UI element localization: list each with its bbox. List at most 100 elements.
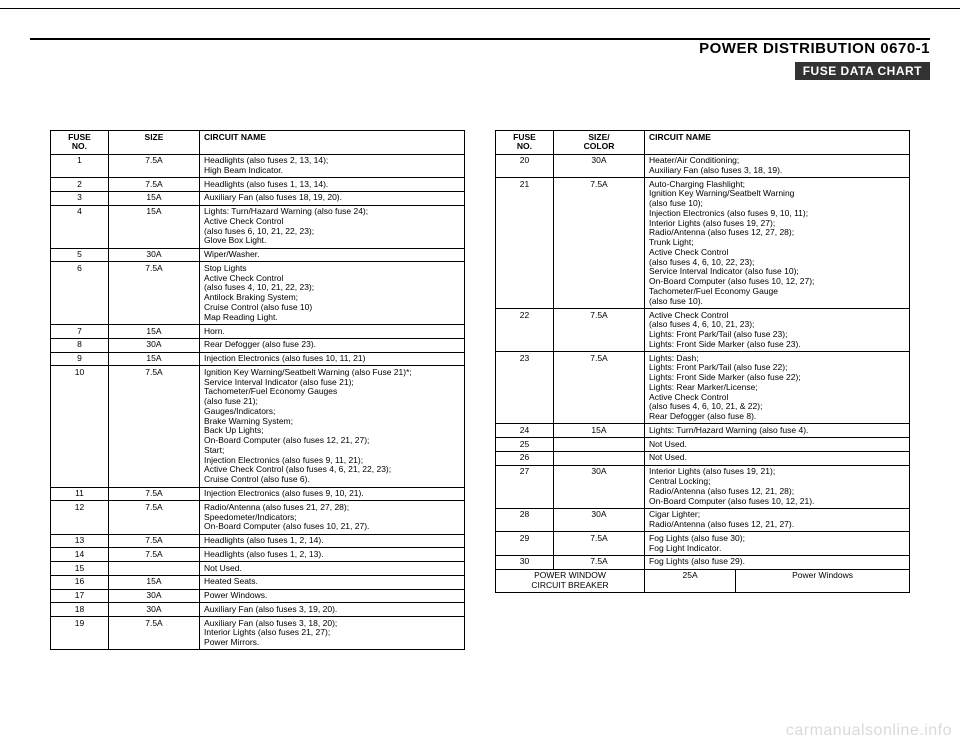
- fuse-size: 30A: [553, 508, 644, 532]
- table-row: 15 Not Used.: [51, 562, 465, 576]
- fuse-size: 30A: [553, 154, 644, 178]
- fuse-size: [553, 451, 644, 465]
- table-row: 315AAuxiliary Fan (also fuses 18, 19, 20…: [51, 191, 465, 205]
- table-row: 1615AHeated Seats.: [51, 575, 465, 589]
- fuse-size: 30A: [108, 589, 199, 603]
- circuit-name: Heated Seats.: [200, 575, 465, 589]
- fuse-size: 30A: [553, 465, 644, 508]
- fuse-no: 28: [496, 508, 554, 532]
- fuse-size: 7.5A: [553, 352, 644, 424]
- circuit-name: Headlights (also fuses 1, 13, 14).: [200, 178, 465, 192]
- fuse-no: 13: [51, 534, 109, 548]
- fuse-size: 30A: [108, 338, 199, 352]
- table-row: 137.5AHeadlights (also fuses 1, 2, 14).: [51, 534, 465, 548]
- fuse-table-left: FUSENO. SIZE CIRCUIT NAME 17.5AHeadlight…: [50, 130, 465, 650]
- circuit-name: Headlights (also fuses 1, 2, 14).: [200, 534, 465, 548]
- fuse-no: 3: [51, 191, 109, 205]
- fuse-size: [553, 438, 644, 452]
- fuse-size: 7.5A: [108, 617, 199, 650]
- circuit-name: Lights: Dash;Lights: Front Park/Tail (al…: [645, 352, 910, 424]
- circuit-name: Cigar Lighter;Radio/Antenna (also fuses …: [645, 508, 910, 532]
- table-row: 127.5ARadio/Antenna (also fuses 21, 27, …: [51, 501, 465, 534]
- fuse-no: 11: [51, 487, 109, 501]
- left-column: FUSENO. SIZE CIRCUIT NAME 17.5AHeadlight…: [50, 130, 465, 650]
- circuit-name: Auto-Charging Flashlight;Ignition Key Wa…: [645, 178, 910, 309]
- table-row: 1830AAuxiliary Fan (also fuses 3, 19, 20…: [51, 603, 465, 617]
- circuit-name: Injection Electronics (also fuses 10, 11…: [200, 352, 465, 366]
- circuit-name: Fog Lights (also fuse 30);Fog Light Indi…: [645, 532, 910, 556]
- table-row: 2730AInterior Lights (also fuses 19, 21)…: [496, 465, 910, 508]
- fuse-size: 15A: [108, 191, 199, 205]
- watermark: carmanualsonline.info: [786, 722, 952, 740]
- table-row: 26 Not Used.: [496, 451, 910, 465]
- table-row: 107.5AIgnition Key Warning/Seatbelt Warn…: [51, 366, 465, 487]
- circuit-name: Rear Defogger (also fuse 23).: [200, 338, 465, 352]
- fuse-size: 7.5A: [108, 366, 199, 487]
- circuit-name: Power Windows.: [200, 589, 465, 603]
- fuse-no: 27: [496, 465, 554, 508]
- circuit-name: Heater/Air Conditioning;Auxiliary Fan (a…: [645, 154, 910, 178]
- fuse-no: 29: [496, 532, 554, 556]
- tables-container: FUSENO. SIZE CIRCUIT NAME 17.5AHeadlight…: [50, 130, 910, 650]
- fuse-size: 15A: [553, 424, 644, 438]
- fuse-size: 15A: [108, 575, 199, 589]
- fuse-no: 6: [51, 262, 109, 325]
- table-row: 915AInjection Electronics (also fuses 10…: [51, 352, 465, 366]
- circuit-name: Auxiliary Fan (also fuses 3, 19, 20).: [200, 603, 465, 617]
- power-window-table: POWER WINDOWCIRCUIT BREAKER 25A Power Wi…: [495, 569, 910, 594]
- table-row: 297.5AFog Lights (also fuse 30);Fog Ligh…: [496, 532, 910, 556]
- table-row: 830ARear Defogger (also fuse 23).: [51, 338, 465, 352]
- fuse-size: 30A: [108, 603, 199, 617]
- table-row: 2415ALights: Turn/Hazard Warning (also f…: [496, 424, 910, 438]
- fuse-size: 7.5A: [553, 555, 644, 569]
- table-row: 715AHorn.: [51, 325, 465, 339]
- circuit-name: Active Check Control (also fuses 4, 6, 1…: [645, 309, 910, 352]
- circuit-name: Headlights (also fuses 1, 2, 13).: [200, 548, 465, 562]
- fuse-size: 7.5A: [108, 534, 199, 548]
- fuse-no: 25: [496, 438, 554, 452]
- col-header-circuit-name: CIRCUIT NAME: [200, 131, 465, 155]
- circuit-name: Radio/Antenna (also fuses 21, 27, 28);Sp…: [200, 501, 465, 534]
- col-header-fuse-no: FUSENO.: [496, 131, 554, 155]
- circuit-name: Injection Electronics (also fuses 9, 10,…: [200, 487, 465, 501]
- circuit-name: Fog Lights (also fuse 29).: [645, 555, 910, 569]
- table-row: 117.5AInjection Electronics (also fuses …: [51, 487, 465, 501]
- fuse-size: 7.5A: [108, 548, 199, 562]
- power-window-name: Power Windows: [736, 569, 910, 593]
- table-row: 307.5AFog Lights (also fuse 29).: [496, 555, 910, 569]
- fuse-no: 8: [51, 338, 109, 352]
- fuse-no: 10: [51, 366, 109, 487]
- col-header-circuit-name: CIRCUIT NAME: [645, 131, 910, 155]
- col-header-fuse-no: FUSENO.: [51, 131, 109, 155]
- fuse-no: 17: [51, 589, 109, 603]
- fuse-size: 7.5A: [553, 309, 644, 352]
- page-top-rule: [0, 8, 960, 9]
- fuse-no: 16: [51, 575, 109, 589]
- fuse-no: 19: [51, 617, 109, 650]
- table-row: 2830ACigar Lighter;Radio/Antenna (also f…: [496, 508, 910, 532]
- table-row: 217.5AAuto-Charging Flashlight;Ignition …: [496, 178, 910, 309]
- fuse-no: 7: [51, 325, 109, 339]
- fuse-no: 18: [51, 603, 109, 617]
- circuit-name: Not Used.: [645, 451, 910, 465]
- circuit-name: Not Used.: [200, 562, 465, 576]
- fuse-no: 22: [496, 309, 554, 352]
- circuit-name: Interior Lights (also fuses 19, 21);Cent…: [645, 465, 910, 508]
- fuse-no: 30: [496, 555, 554, 569]
- fuse-table-right: FUSENO. SIZE/COLOR CIRCUIT NAME 2030AHea…: [495, 130, 910, 570]
- table-row: 2030AHeater/Air Conditioning;Auxiliary F…: [496, 154, 910, 178]
- fuse-size: 7.5A: [108, 178, 199, 192]
- circuit-name: Auxiliary Fan (also fuses 3, 18, 20);Int…: [200, 617, 465, 650]
- table-row: 227.5AActive Check Control (also fuses 4…: [496, 309, 910, 352]
- fuse-no: 12: [51, 501, 109, 534]
- power-window-label: POWER WINDOWCIRCUIT BREAKER: [496, 569, 645, 593]
- fuse-size: 7.5A: [108, 154, 199, 178]
- fuse-no: 5: [51, 248, 109, 262]
- table-row: 25Not Used.: [496, 438, 910, 452]
- fuse-no: 21: [496, 178, 554, 309]
- col-header-size-color: SIZE/COLOR: [553, 131, 644, 155]
- fuse-no: 26: [496, 451, 554, 465]
- fuse-size: 15A: [108, 352, 199, 366]
- fuse-no: 15: [51, 562, 109, 576]
- fuse-size: 15A: [108, 325, 199, 339]
